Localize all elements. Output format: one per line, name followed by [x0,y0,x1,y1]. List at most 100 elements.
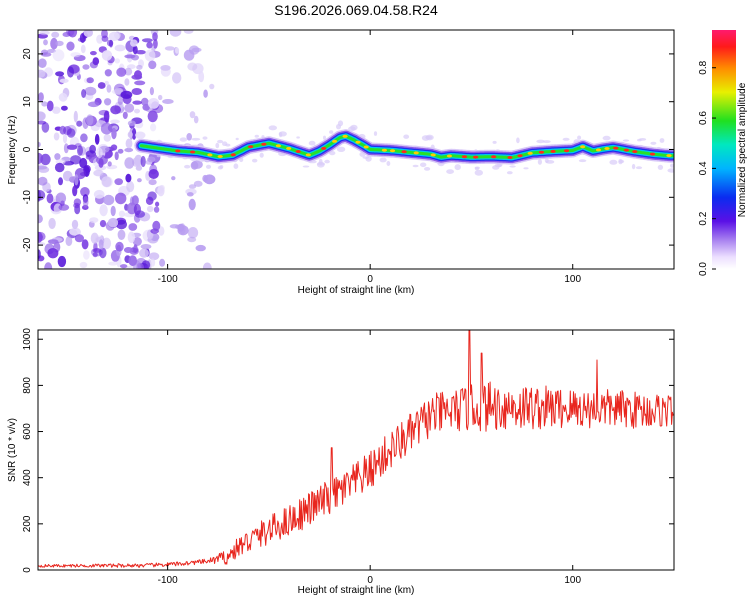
noise-blob [90,51,97,56]
noise-blob [76,120,83,127]
x-tick-label: -100 [158,575,178,586]
noise-blob [148,179,157,186]
noise-blob [114,151,119,161]
noise-blob [577,135,582,140]
noise-blob [219,165,224,169]
noise-blob [187,236,197,243]
noise-blob [188,198,196,211]
noise-blob [302,165,310,168]
noise-blob [323,135,326,140]
noise-blob [106,84,112,93]
noise-blob [379,157,387,163]
trace-hotspot [190,150,196,154]
noise-blob [107,217,119,228]
noise-blob [110,105,121,115]
noise-blob [110,144,118,151]
noise-blob [635,166,643,170]
noise-blob [420,162,427,168]
noise-blob [536,139,545,144]
noise-blob [104,69,112,77]
trace-hotspot [595,148,602,152]
noise-blob [58,204,70,211]
noise-blob [83,250,90,260]
trace-hotspot [207,153,213,157]
noise-blob [233,163,239,169]
noise-blob [140,155,146,168]
noise-blob [44,262,53,269]
noise-blob [202,136,208,140]
trace-hotspot [538,150,545,154]
noise-blob [137,178,142,183]
noise-blob [215,142,220,149]
noise-blob [203,174,216,185]
noise-blob [147,110,158,123]
noise-blob [66,41,75,51]
noise-blob [99,220,107,228]
noise-blob [308,140,316,146]
noise-blob [115,241,124,252]
noise-blob [454,164,461,171]
noise-blob [145,196,154,205]
noise-blob [158,94,163,101]
noise-blob [89,144,96,154]
noise-blob [38,231,43,243]
trace-hotspot [321,146,327,150]
noise-blob [38,165,48,170]
noise-blob [122,111,128,120]
noise-blob [93,189,105,199]
noise-blob [474,166,480,170]
noise-blob [124,103,135,113]
noise-blob [116,67,127,77]
noise-blob [126,181,135,193]
noise-blob [187,227,199,239]
y-tick-label: 600 [22,423,33,440]
noise-blob [128,223,138,231]
noise-blob [140,244,152,250]
noise-blob [100,122,113,135]
noise-blob [116,219,127,230]
noise-blob [94,133,100,145]
noise-blob [147,98,160,109]
noise-blob [65,236,73,247]
x-tick-label: 0 [367,274,373,285]
trace-core [139,134,674,160]
noise-blob [131,127,137,140]
noise-blob [55,40,64,47]
noise-blob [278,131,283,138]
noise-blob [99,204,108,217]
noise-blob [93,169,104,177]
noise-blob [50,37,58,50]
noise-blob [578,159,587,163]
noise-blob [153,206,160,213]
noise-blob [235,137,239,141]
trace-hotspot [623,148,630,152]
noise-blob [127,231,136,244]
noise-blob [109,39,113,48]
noise-blob [54,162,65,173]
noise-blob [53,132,60,141]
noise-blob [132,100,142,105]
noise-blob [150,258,156,267]
noise-blob [134,108,140,114]
noise-blob [87,101,100,108]
noise-blob [96,34,103,44]
noise-blob [545,160,555,164]
y-tick-label: 800 [22,377,33,394]
noise-blob [104,80,109,86]
noise-blob [106,164,118,170]
trace-hotspot [473,155,479,159]
noise-blob [492,140,497,144]
noise-blob [152,220,161,231]
noise-blob [316,161,325,168]
noise-blob [209,83,215,90]
noise-blob [41,101,48,107]
trace-hotspot [649,152,656,156]
trace-hotspot [604,147,610,150]
noise-blob [120,90,133,99]
noise-blob [318,158,323,165]
noise-blob [149,87,154,96]
noise-blob [135,165,143,171]
noise-blob [146,41,153,49]
noise-blob [98,239,104,250]
snr-y-label: SNR (10 * v/v) [7,418,18,482]
